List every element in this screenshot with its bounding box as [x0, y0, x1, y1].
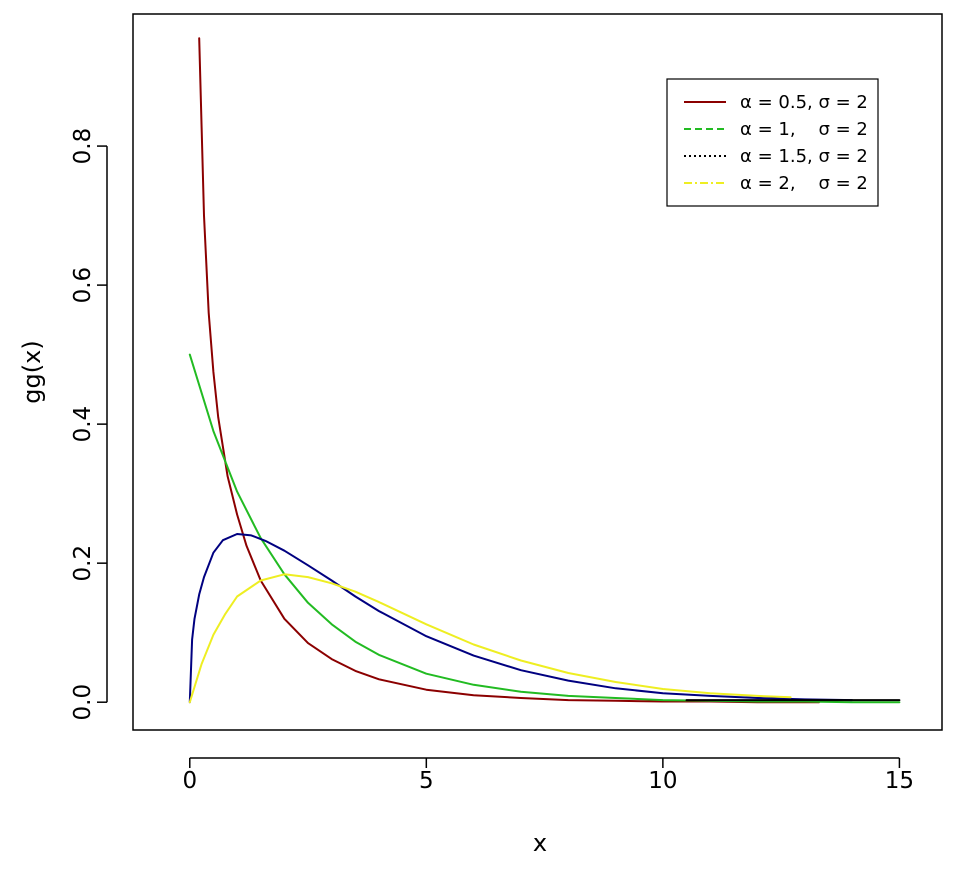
- y-tick-label: 0.4: [70, 406, 96, 443]
- legend-label-1: α = 0.5, σ = 2: [740, 92, 868, 113]
- series-line-3: [188, 533, 854, 704]
- x-tick-label: 0: [182, 768, 197, 794]
- series-line-2: [188, 353, 901, 704]
- series-layer: [188, 37, 901, 704]
- y-tick-label: 0.6: [70, 267, 96, 304]
- legend-entries: α = 0.5, σ = 2 α = 1, σ = 2 α = 1.5, σ = 2…: [684, 92, 868, 194]
- axis-layer: 0 5 10 15 0.0 0.2 0.4 0.6 0.8: [70, 128, 914, 794]
- legend-box: [666, 78, 879, 207]
- legend-label-3: α = 1.5, σ = 2: [740, 146, 868, 167]
- legend: α = 0.5, σ = 2 α = 1, σ = 2 α = 1.5, σ = 2…: [666, 78, 879, 207]
- y-tick-label: 0.2: [70, 545, 96, 582]
- y-axis-label: gg(x): [18, 340, 46, 403]
- series-line-4: [188, 573, 792, 704]
- x-tick-label: 15: [885, 768, 914, 794]
- legend-label-2: α = 1, σ = 2: [740, 119, 868, 140]
- y-tick-label: 0.0: [70, 684, 96, 721]
- x-axis-label: x: [533, 829, 547, 857]
- x-tick-label: 5: [419, 768, 434, 794]
- series-line-1: [198, 37, 820, 704]
- x-tick-label: 10: [648, 768, 677, 794]
- y-tick-label: 0.8: [70, 128, 96, 165]
- plot-frame: [132, 13, 943, 731]
- legend-label-4: α = 2, σ = 2: [740, 173, 868, 194]
